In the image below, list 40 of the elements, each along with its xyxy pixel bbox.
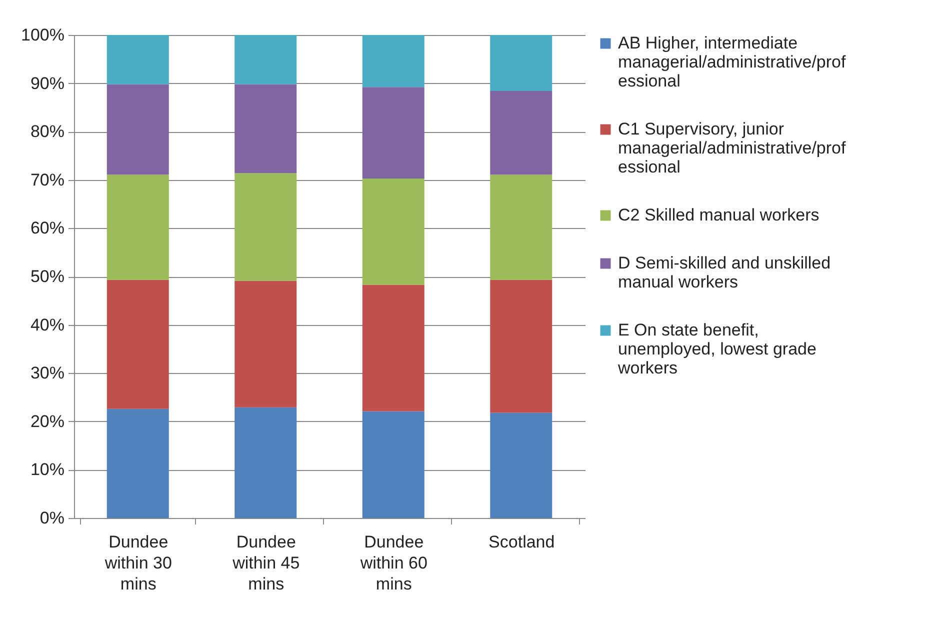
x-tick-label: Dundee within 45 mins <box>232 532 300 594</box>
y-tick-label: 40% <box>30 315 64 334</box>
y-tick-label: 10% <box>30 460 64 480</box>
bar <box>234 173 297 281</box>
bar <box>106 280 169 409</box>
bar <box>490 91 552 175</box>
x-tick-label: Dundee within 60 mins <box>359 532 428 594</box>
y-tick-label: 20% <box>30 412 64 431</box>
bar <box>490 174 552 280</box>
bar <box>106 174 169 280</box>
bar <box>362 87 424 178</box>
y-tick-label: 0% <box>40 508 64 528</box>
y-tick-label: 60% <box>30 218 64 238</box>
bar <box>234 35 297 84</box>
bar <box>362 411 424 518</box>
y-tick-label: 30% <box>30 364 64 383</box>
legend-label: AB Higher, intermediate managerial/administrative/professional <box>618 34 846 90</box>
legend-label: C2 Skilled manual workers <box>618 206 820 224</box>
legend-label: D Semi-skilled and unskilled manual workers <box>618 254 831 292</box>
bar <box>106 35 169 84</box>
bar <box>362 178 424 285</box>
y-tick-label: 70% <box>30 170 64 190</box>
y-tick-label: 50% <box>30 267 64 286</box>
bar <box>106 84 169 175</box>
y-tick-label: 100% <box>21 26 64 44</box>
bar <box>234 280 297 408</box>
bar <box>490 35 552 92</box>
bar <box>234 84 297 174</box>
bar <box>490 280 552 413</box>
legend-label: C1 Supervisory, junior managerial/administrative/professional <box>618 120 846 176</box>
bar <box>106 408 169 518</box>
legend-label: E On state benefit, unemployed, lowest grade workers <box>617 320 816 378</box>
bar <box>490 412 552 518</box>
x-tick-label: Dundee within 30 mins <box>104 532 172 594</box>
bar <box>362 35 424 88</box>
y-tick-label: 90% <box>30 74 64 93</box>
y-tick-label: 80% <box>30 122 64 142</box>
bar <box>234 407 297 518</box>
x-tick-label: Scotland <box>488 532 555 552</box>
bar <box>362 284 424 412</box>
